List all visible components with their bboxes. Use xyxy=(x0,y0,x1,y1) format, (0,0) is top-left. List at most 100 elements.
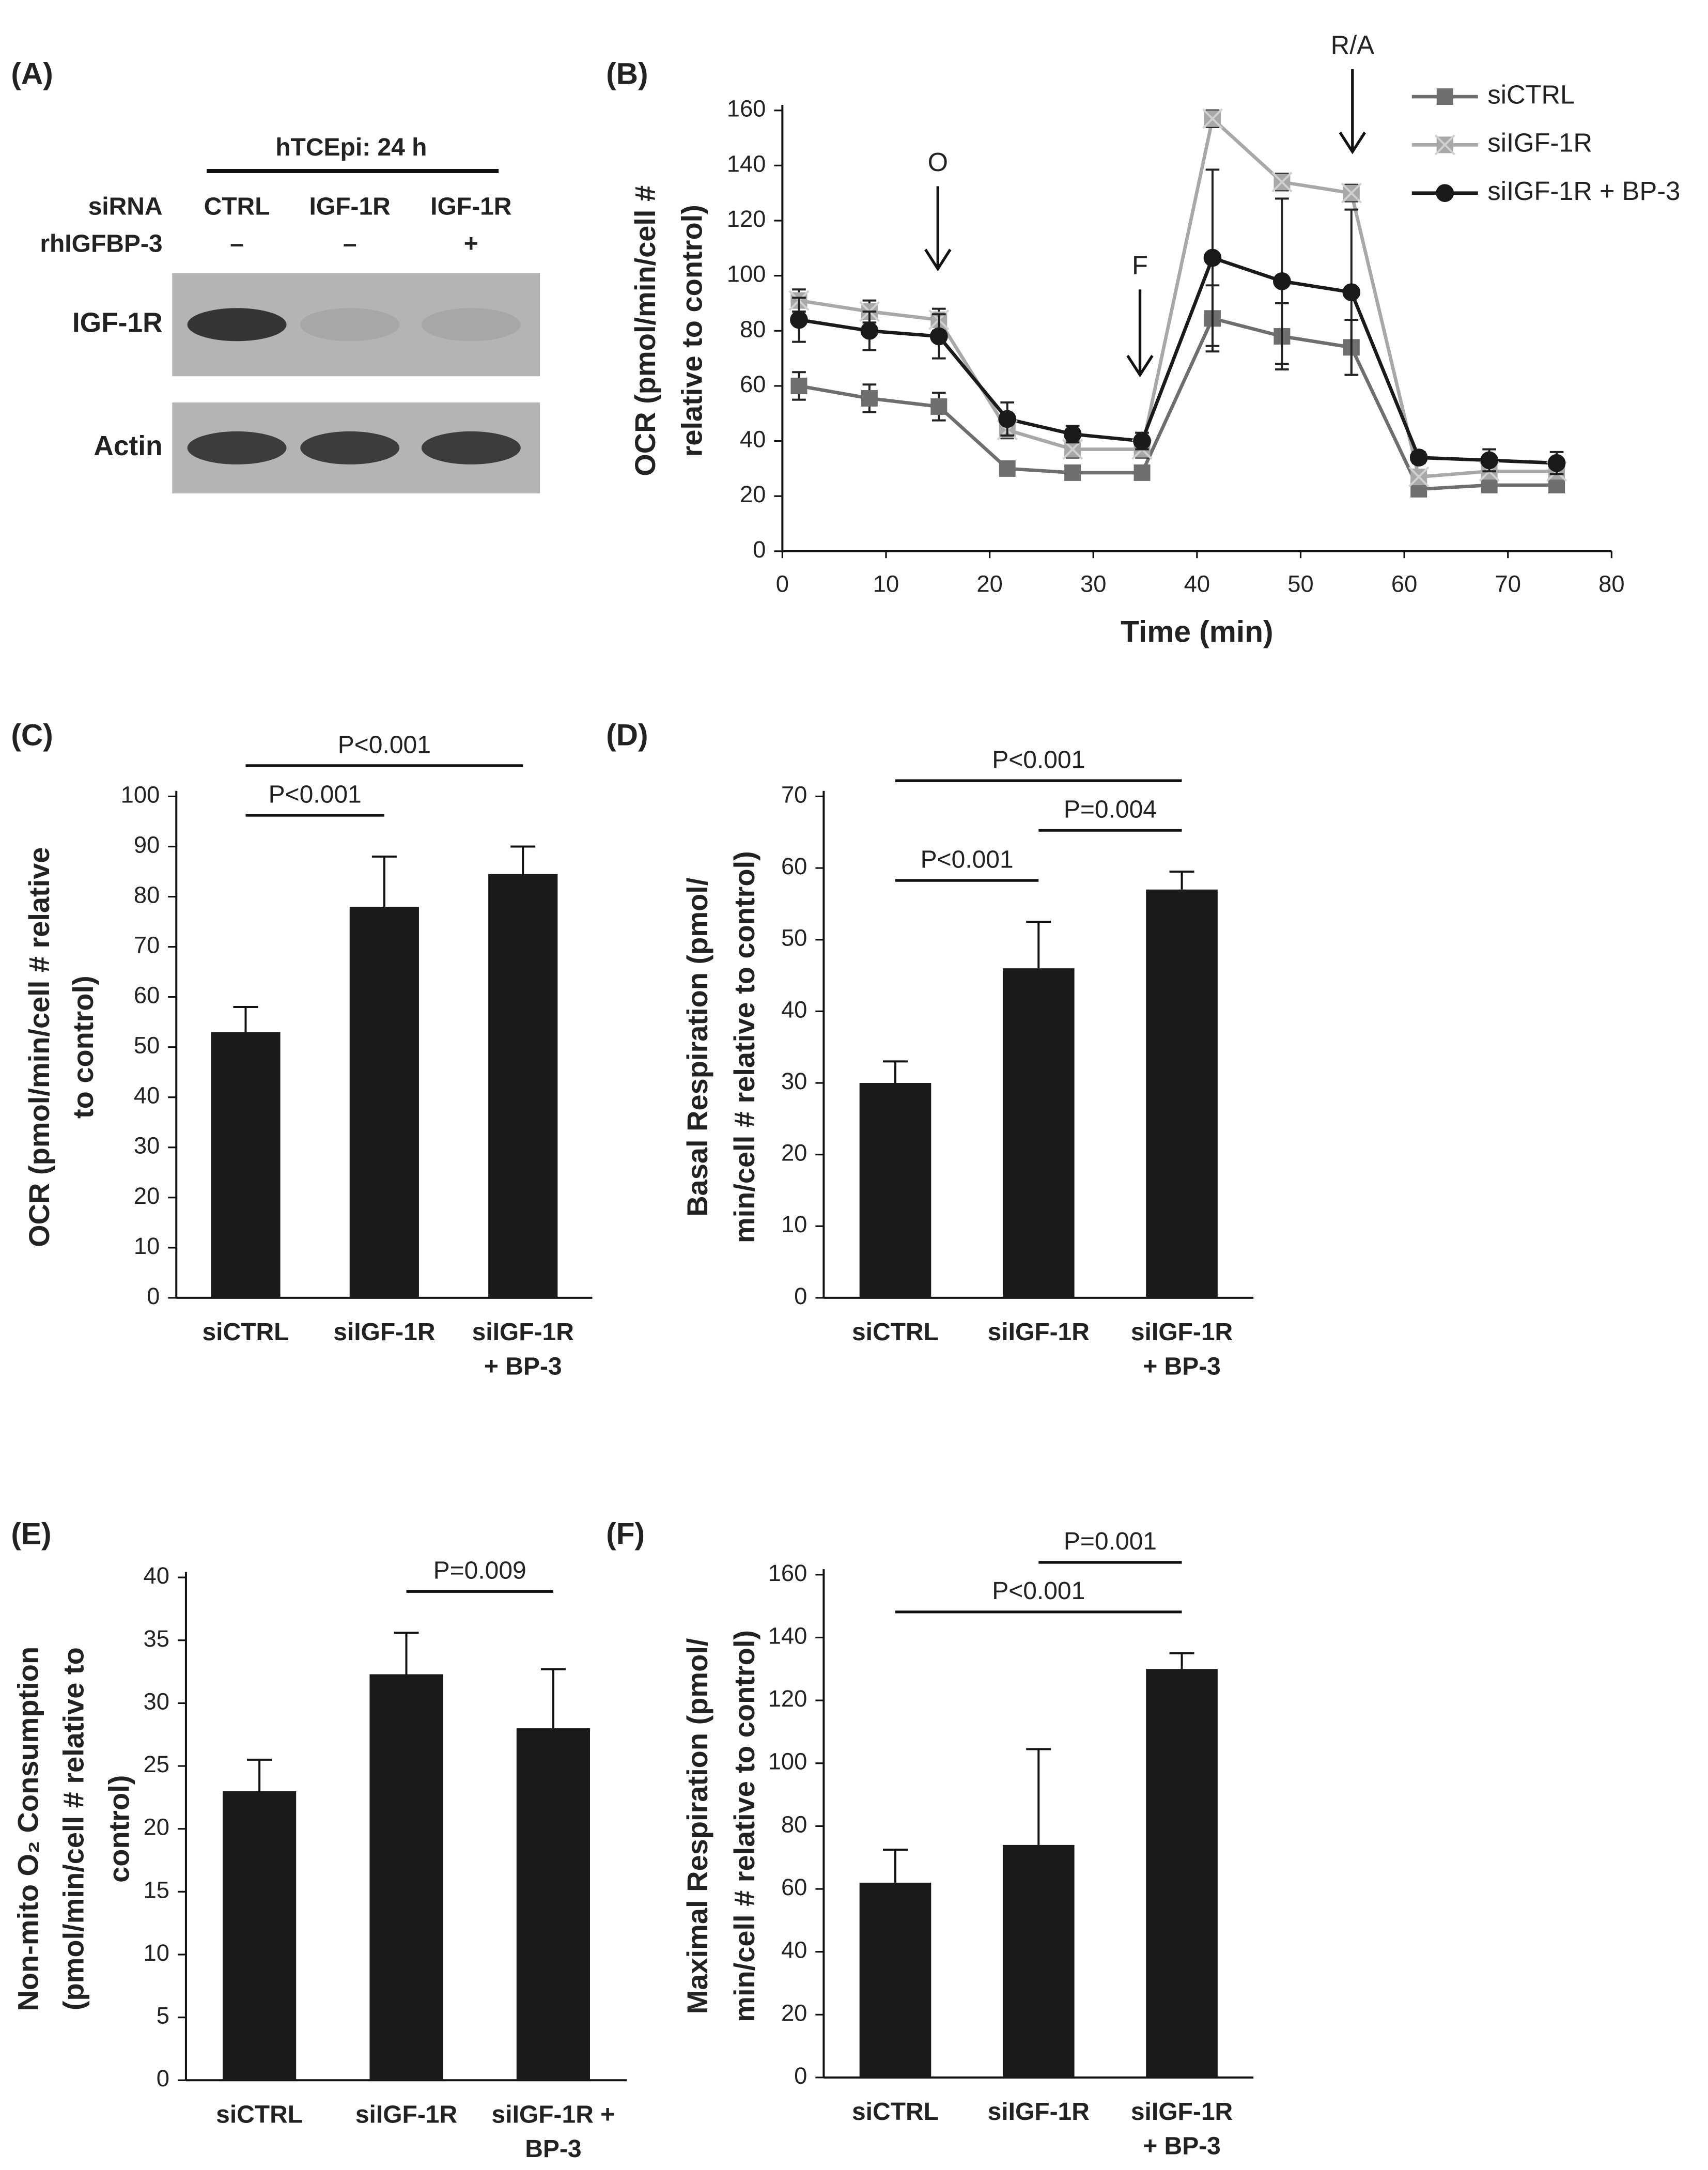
y-axis-label: relative to control) xyxy=(676,205,708,457)
y-tick-label: 80 xyxy=(781,1811,807,1837)
x-tick-label: + BP-3 xyxy=(1143,2133,1221,2160)
point xyxy=(861,390,878,407)
y-tick-label: 30 xyxy=(134,1133,160,1159)
annotation-label: O xyxy=(928,147,948,177)
x-tick-label: siCTRL xyxy=(216,2101,303,2128)
point xyxy=(1134,464,1151,481)
y-tick-label: 10 xyxy=(134,1233,160,1259)
x-tick-label: 70 xyxy=(1495,570,1521,597)
point xyxy=(1273,272,1291,290)
blot-band xyxy=(421,308,521,342)
y-tick-label: 20 xyxy=(781,2000,807,2026)
point-cross xyxy=(1202,108,1223,129)
error-bar xyxy=(1169,1652,1194,1669)
error-bar xyxy=(882,1848,908,1883)
error-bar xyxy=(394,1632,419,1675)
band-label: Actin xyxy=(94,431,162,461)
annotation-label: F xyxy=(1132,251,1148,280)
error-bar xyxy=(233,1006,258,1032)
point xyxy=(1481,476,1498,493)
point xyxy=(929,327,948,346)
significance-label: P=0.001 xyxy=(1064,1528,1157,1555)
significance-label: P<0.001 xyxy=(269,781,362,808)
bar xyxy=(488,874,558,1298)
x-tick-label: siCTRL xyxy=(852,2098,939,2126)
y-tick-label: 100 xyxy=(727,261,766,287)
blot-band xyxy=(187,431,287,464)
y-tick-label: 10 xyxy=(781,1211,807,1237)
lane-label: – xyxy=(343,230,357,258)
y-tick-label: 160 xyxy=(727,96,766,122)
x-tick-label: siCTRL xyxy=(202,1319,289,1346)
blot-band xyxy=(300,431,400,464)
y-tick-label: 70 xyxy=(781,781,807,808)
x-tick-label: siIGF-1R xyxy=(988,2098,1090,2126)
y-tick-label: 60 xyxy=(134,982,160,1009)
bar xyxy=(349,906,419,1298)
band-label: IGF-1R xyxy=(72,307,163,338)
x-tick-label: siIGF-1R xyxy=(472,1319,574,1346)
y-tick-label: 5 xyxy=(157,2003,169,2029)
point xyxy=(1064,464,1081,481)
y-tick-label: 40 xyxy=(740,426,766,453)
y-tick-label: 50 xyxy=(781,925,807,951)
y-axis-label: min/cell # relative to control) xyxy=(728,1630,760,2022)
lane-label: CTRL xyxy=(204,193,270,221)
blot-header: hTCEpi: 24 h xyxy=(275,134,427,161)
y-tick-label: 0 xyxy=(794,1283,807,1309)
x-tick-label: BP-3 xyxy=(525,2135,581,2163)
error-bar xyxy=(510,845,536,874)
y-tick-label: 0 xyxy=(794,2063,807,2089)
y-tick-label: 30 xyxy=(781,1068,807,1094)
y-tick-label: 60 xyxy=(781,1874,807,1900)
x-axis-label: Time (min) xyxy=(1121,615,1273,648)
y-axis-label: Basal Respiration (pmol/ xyxy=(681,878,713,1217)
bar xyxy=(211,1032,281,1298)
lane-label: + xyxy=(464,230,478,258)
x-tick-label: siIGF-1R xyxy=(988,1319,1090,1346)
y-axis-label: Maximal Respiration (pmol/ xyxy=(681,1638,713,2014)
y-tick-label: 40 xyxy=(781,996,807,1022)
panel-label: (D) xyxy=(606,718,648,752)
x-tick-label: siIGF-1R + xyxy=(492,2101,615,2128)
panel-label: (C) xyxy=(11,718,53,752)
significance-label: P<0.001 xyxy=(992,1577,1085,1605)
y-tick-label: 40 xyxy=(144,1562,169,1589)
x-tick-label: 60 xyxy=(1391,570,1417,597)
legend-label: siIGF-1R xyxy=(1487,128,1592,158)
point-cross xyxy=(1271,172,1293,193)
annotation-arrow xyxy=(924,186,952,272)
point xyxy=(1342,283,1361,301)
x-tick-label: 50 xyxy=(1287,570,1313,597)
series-line xyxy=(798,115,1557,479)
bar xyxy=(1146,889,1218,1298)
y-tick-label: 90 xyxy=(134,831,160,858)
point xyxy=(930,398,948,415)
lane-label: IGF-1R xyxy=(309,193,391,221)
error-bar xyxy=(371,855,397,907)
bar xyxy=(1002,1845,1075,2078)
y-tick-label: 15 xyxy=(144,1877,169,1903)
y-tick-label: 20 xyxy=(740,481,766,507)
bar xyxy=(516,1728,590,2081)
bar xyxy=(859,1882,931,2078)
y-tick-label: 50 xyxy=(134,1032,160,1059)
bar xyxy=(369,1674,443,2081)
y-axis-label: OCR (pmol/min/cell # xyxy=(629,185,661,476)
y-tick-label: 30 xyxy=(144,1688,169,1714)
x-tick-label: siIGF-1R xyxy=(355,2101,457,2128)
significance-label: P<0.001 xyxy=(921,846,1014,873)
y-tick-label: 10 xyxy=(144,1940,169,1966)
annotation-arrow xyxy=(1339,69,1367,154)
panel-label: (E) xyxy=(11,1517,51,1551)
y-axis-label: Non-mito O₂ Consumption xyxy=(11,1647,44,2011)
point xyxy=(999,460,1016,477)
point xyxy=(1203,249,1222,267)
x-tick-label: siCTRL xyxy=(852,1319,939,1346)
point xyxy=(1436,184,1454,203)
panel-label: (A) xyxy=(11,57,53,91)
y-axis-label: control) xyxy=(102,1775,135,1883)
point xyxy=(790,311,808,329)
y-tick-label: 20 xyxy=(134,1183,160,1209)
